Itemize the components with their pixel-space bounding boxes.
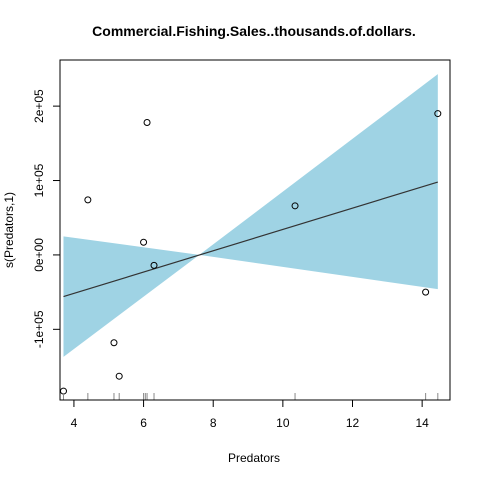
x-axis: 4 6 8 10 12 14 <box>71 399 429 430</box>
confidence-band <box>63 74 438 357</box>
y-tick-label: 0e+00 <box>32 238 46 272</box>
y-axis: -1e+05 0e+00 1e+05 2e+05 <box>32 89 61 348</box>
data-point <box>115 372 123 380</box>
x-tick-label: 4 <box>71 416 78 430</box>
x-tick-label: 8 <box>210 416 217 430</box>
data-point <box>434 110 442 118</box>
y-tick-label: 1e+05 <box>32 163 46 197</box>
y-tick-label: -1e+05 <box>32 310 46 348</box>
y-tick-label: 2e+05 <box>32 89 46 123</box>
data-point <box>143 118 151 126</box>
x-tick-label: 10 <box>276 416 290 430</box>
x-axis-label: Predators <box>228 451 280 465</box>
data-point <box>150 261 158 269</box>
data-point <box>110 339 118 347</box>
fit-line <box>63 181 438 298</box>
data-point <box>140 238 148 246</box>
data-point <box>84 196 92 204</box>
plot-area <box>59 74 442 400</box>
chart-title: Commercial.Fishing.Sales..thousands.of.d… <box>92 23 416 39</box>
x-tick-label: 6 <box>140 416 147 430</box>
data-point <box>422 288 430 296</box>
x-tick-label: 14 <box>415 416 429 430</box>
x-tick-label: 12 <box>346 416 360 430</box>
data-point <box>291 202 299 210</box>
y-axis-label: s(Predators,1) <box>2 192 16 268</box>
